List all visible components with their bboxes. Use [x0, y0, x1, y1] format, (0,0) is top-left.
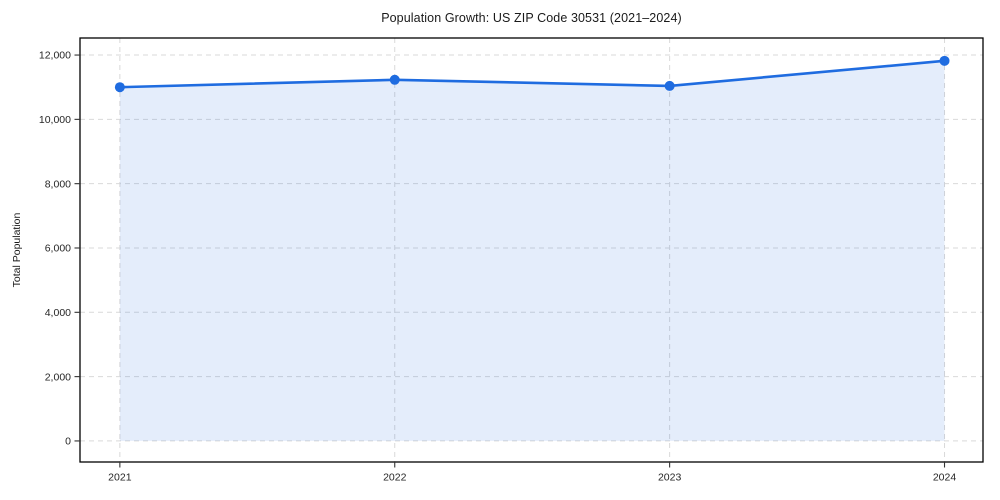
data-point-marker [389, 74, 400, 85]
y-tick-label: 2,000 [45, 371, 71, 383]
x-tick-label: 2024 [933, 472, 957, 484]
x-tick-label: 2023 [658, 472, 682, 484]
data-point-marker [664, 80, 675, 91]
y-tick-label: 4,000 [45, 307, 71, 319]
data-point-marker [114, 82, 125, 93]
axes-frame [79, 37, 984, 463]
y-tick-label: 12,000 [39, 50, 71, 62]
chart-title: Population Growth: US ZIP Code 30531 (20… [381, 11, 682, 25]
data-line [118, 59, 946, 89]
y-tick-label: 10,000 [39, 114, 71, 126]
x-tick-label: 2021 [108, 472, 132, 484]
area-fill [119, 60, 945, 441]
data-point-marker [939, 55, 950, 66]
y-tick-label: 0 [65, 436, 71, 448]
y-tick-label: 6,000 [45, 243, 71, 255]
y-tick-label: 8,000 [45, 178, 71, 190]
x-tick-label: 2022 [383, 472, 407, 484]
